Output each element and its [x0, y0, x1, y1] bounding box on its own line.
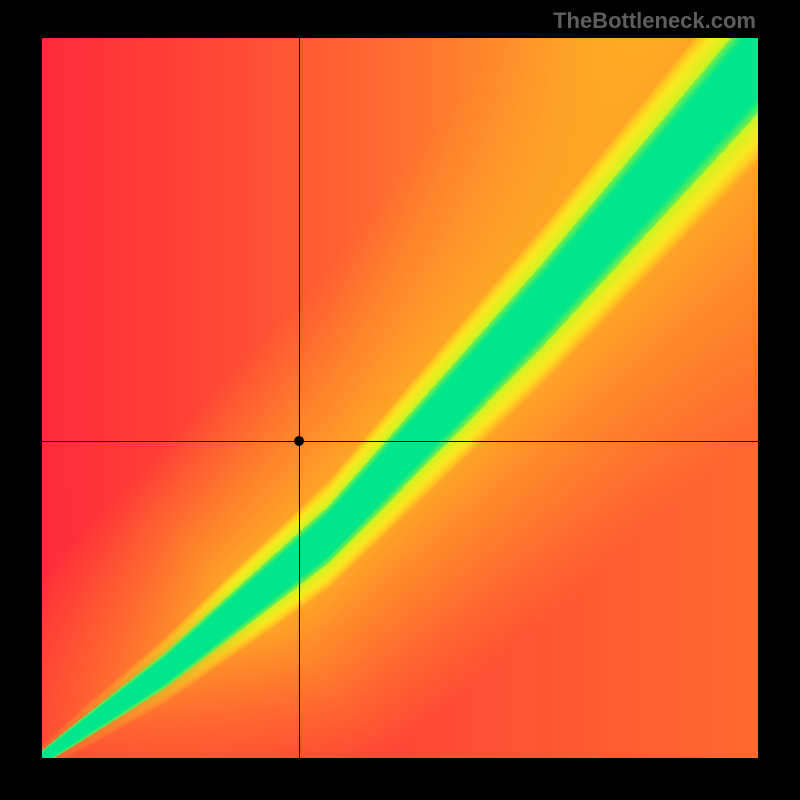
watermark-text: TheBottleneck.com	[553, 8, 756, 34]
heatmap-plot	[42, 38, 758, 758]
heatmap-canvas	[42, 38, 758, 758]
crosshair-horizontal	[42, 441, 758, 442]
crosshair-vertical	[299, 38, 300, 758]
